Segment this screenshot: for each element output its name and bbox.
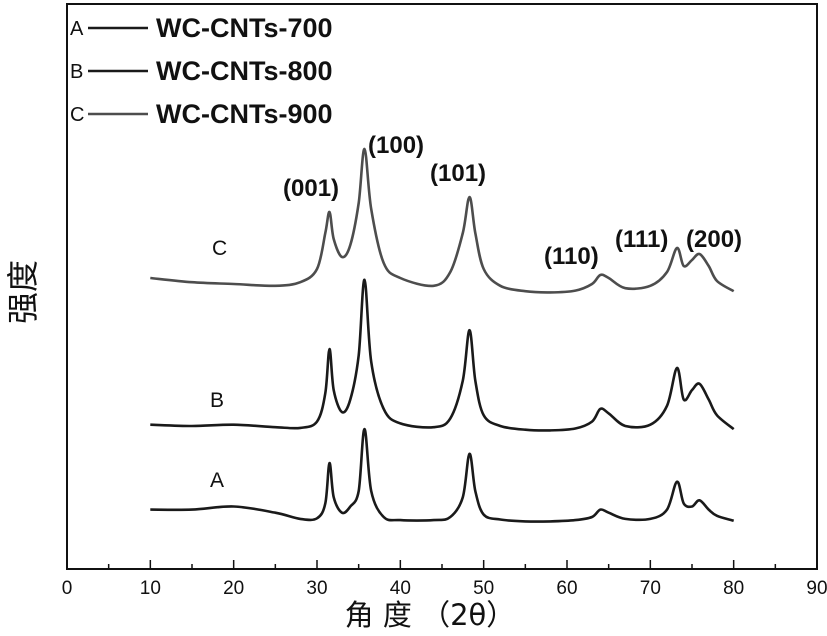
legend: A WC-CNTs-700 B WC-CNTs-800 C WC-CNTs-90… bbox=[70, 13, 333, 129]
series-line-b bbox=[150, 280, 733, 431]
series-curves bbox=[150, 149, 733, 522]
legend-label-wc-cnts-800: WC-CNTs-800 bbox=[156, 56, 333, 86]
legend-label-wc-cnts-700: WC-CNTs-700 bbox=[156, 13, 333, 43]
peak-label: (100) bbox=[368, 132, 424, 159]
x-tick-label: 90 bbox=[806, 578, 827, 599]
legend-marker-c: C bbox=[70, 104, 84, 126]
plot-frame bbox=[67, 4, 817, 569]
series-line-a bbox=[150, 429, 733, 522]
peak-label: (001) bbox=[283, 175, 339, 202]
peak-label: (101) bbox=[430, 160, 486, 187]
x-tick-label: 70 bbox=[640, 578, 661, 599]
annotations: A B C (001) (100)(101) (110) (111) (200) bbox=[210, 132, 742, 492]
x-tick-label: 50 bbox=[473, 578, 494, 599]
peak-label: (200) bbox=[686, 226, 742, 253]
x-tick-label: 40 bbox=[390, 578, 411, 599]
curve-label-c: C bbox=[212, 237, 227, 260]
x-axis-title: 角 度 （2θ） bbox=[345, 598, 516, 632]
curve-label-a: A bbox=[210, 469, 224, 492]
x-axis-tick-labels: 0 10 20 30 40 50 60 70 80 90 bbox=[62, 578, 827, 599]
y-axis-title: 强度 bbox=[4, 260, 42, 324]
curve-label-b: B bbox=[210, 389, 224, 412]
x-tick-label: 10 bbox=[140, 578, 161, 599]
peak-label: (111) bbox=[615, 226, 668, 253]
legend-label-wc-cnts-900: WC-CNTs-900 bbox=[156, 99, 333, 129]
x-tick-label: 30 bbox=[306, 578, 327, 599]
x-tick-label: 0 bbox=[62, 578, 73, 599]
x-tick-label: 20 bbox=[223, 578, 244, 599]
peak-label: (110) bbox=[544, 243, 599, 270]
x-tick-label: 60 bbox=[556, 578, 577, 599]
x-tick-label: 80 bbox=[723, 578, 744, 599]
x-axis-ticks bbox=[67, 560, 817, 569]
legend-marker-b: B bbox=[70, 61, 83, 83]
legend-marker-a: A bbox=[70, 18, 84, 40]
